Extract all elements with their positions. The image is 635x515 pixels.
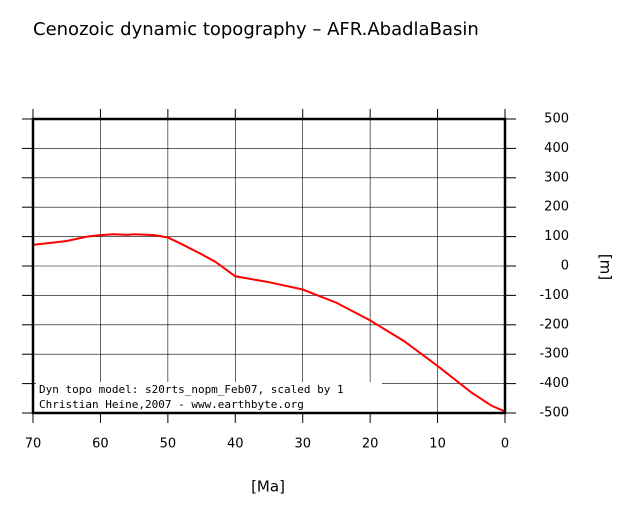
y-tick-label: -100 <box>539 288 569 303</box>
y-tick-label: -200 <box>539 317 569 332</box>
y-tick-label: 500 <box>544 112 569 127</box>
plot-frame <box>31 117 507 415</box>
annotation: Dyn topo model: s20rts_nopm_Feb07, scale… <box>39 383 344 396</box>
x-tick-label: 0 <box>501 437 509 452</box>
annotation-box <box>36 382 382 412</box>
y-tick-label: -500 <box>539 406 569 421</box>
x-tick-label: 50 <box>160 437 177 452</box>
x-tick-label: 60 <box>92 437 109 452</box>
data-line <box>32 233 506 413</box>
chart-title: Cenozoic dynamic topography – AFR.Abadla… <box>33 19 479 40</box>
y-tick-label: 400 <box>544 141 569 156</box>
y-tick-label: -400 <box>539 376 569 391</box>
x-tick-label: 20 <box>362 437 379 452</box>
x-tick-label: 10 <box>429 437 446 452</box>
y-tick-label: 100 <box>544 229 569 244</box>
y-tick-label: -300 <box>539 347 569 362</box>
y-tick-label: 300 <box>544 170 569 185</box>
y-tick-label: 0 <box>561 259 569 274</box>
y-axis-label: [m] <box>597 254 615 280</box>
x-tick-label: 40 <box>227 437 244 452</box>
y-tick-label: 200 <box>544 200 569 215</box>
x-tick-label: 70 <box>25 437 42 452</box>
annotation: Christian Heine,2007 - www.earthbyte.org <box>39 398 304 411</box>
x-axis-label: [Ma] <box>251 478 285 496</box>
x-tick-label: 30 <box>294 437 311 452</box>
